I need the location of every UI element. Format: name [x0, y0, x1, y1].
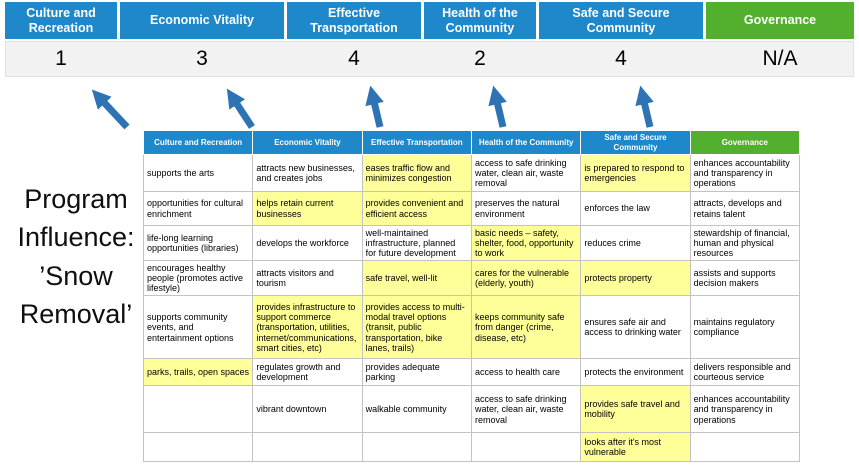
score-band: 1 3 4 2 4 N/A [5, 41, 854, 77]
table-cell: attracts new businesses, and creates job… [252, 154, 363, 192]
table-cell: provides access to multi-modal travel op… [361, 295, 472, 360]
scoreboard-header-row: Culture and Recreation Economic Vitality… [5, 2, 854, 39]
influence-table-head: Culture and Recreation Economic Vitality E… [142, 130, 801, 155]
table-cell: provides infrastructure to support comme… [252, 295, 363, 360]
table-cell: ensures safe air and access to drinking … [580, 295, 691, 360]
score-governance: N/A [762, 47, 798, 70]
table-cell: assists and supports decision makers [689, 260, 801, 297]
scoreboard-header-health-community: Health of the Community [424, 2, 536, 39]
table-cell: reduces crime [580, 224, 691, 262]
up-arrow-icon [635, 85, 654, 128]
table-cell: attracts visitors and tourism [252, 260, 363, 297]
score-safe-secure: 4 [615, 47, 627, 70]
table-cell: supports the arts [142, 154, 254, 192]
table-row: supports the arts attracts new businesses… [142, 154, 801, 192]
table-cell: is prepared to respond to emergencies [580, 154, 691, 192]
scoreboard-header-economic-vitality: Economic Vitality [120, 2, 284, 39]
score-economic-vitality: 3 [196, 47, 208, 70]
table-cell: opportunities for cultural enrichment [142, 191, 254, 226]
column-header: Effective Transportation [361, 130, 472, 155]
table-row: looks after it's most vulnerable [142, 432, 801, 463]
table-cell [689, 432, 801, 463]
table-row: supports community events, and entertain… [142, 295, 801, 360]
table-cell: eases traffic flow and minimizes congest… [361, 154, 472, 192]
table-cell: encourages healthy people (promotes acti… [142, 260, 254, 297]
table-cell: well-maintained infrastructure, planned … [361, 224, 472, 262]
table-cell: enhances accountability and transparency… [689, 154, 801, 192]
table-cell: vibrant downtown [252, 385, 363, 434]
table-cell: enhances accountability and transparency… [689, 385, 801, 434]
table-cell [361, 432, 472, 463]
table-cell: keeps community safe from danger (crime,… [470, 295, 582, 360]
score-row: 1 3 4 2 4 N/A [5, 41, 854, 77]
table-cell: regulates growth and development [252, 358, 363, 387]
table-row: vibrant downtown walkable community access… [142, 385, 801, 434]
program-influence-label: Program Influence: ’Snow Removal’ [17, 184, 135, 329]
table-cell: basic needs – safety, shelter, food, opp… [470, 224, 582, 262]
column-header: Safe and Secure Community [580, 130, 691, 155]
column-header: Health of the Community [470, 130, 582, 155]
table-row: encourages healthy people (promotes acti… [142, 260, 801, 297]
table-cell: enforces the law [580, 191, 691, 226]
table-cell: protects property [580, 260, 691, 297]
table-cell: access to health care [470, 358, 582, 387]
table-row: opportunities for cultural enrichment hel… [142, 191, 801, 226]
table-cell: life-long learning opportunities (librar… [142, 224, 254, 262]
column-header: Economic Vitality [252, 130, 363, 155]
table-cell: supports community events, and entertain… [142, 295, 254, 360]
table-cell: looks after it's most vulnerable [580, 432, 691, 463]
table-cell: cares for the vulnerable (elderly, youth… [470, 260, 582, 297]
column-header: Culture and Recreation [142, 130, 254, 155]
up-arrow-icon [488, 85, 507, 128]
table-cell: maintains regulatory compliance [689, 295, 801, 360]
table-cell: delivers responsible and courteous servi… [689, 358, 801, 387]
table-cell: access to safe drinking water, clean air… [470, 154, 582, 192]
influence-table-head-row: Culture and Recreation Economic Vitality E… [142, 130, 801, 155]
table-cell: access to safe drinking water, clean air… [470, 385, 582, 434]
table-cell: develops the workforce [252, 224, 363, 262]
table-cell: preserves the natural environment [470, 191, 582, 226]
table-cell [470, 432, 582, 463]
score-health-community: 2 [474, 47, 486, 70]
table-cell [142, 385, 254, 434]
table-cell: parks, trails, open spaces [142, 358, 254, 387]
up-arrow-icon [226, 88, 255, 129]
scoreboard-header-safe-secure: Safe and Secure Community [539, 2, 703, 39]
table-cell: helps retain current businesses [252, 191, 363, 226]
scoreboard-header-culture-recreation: Culture and Recreation [5, 2, 117, 39]
table-cell [252, 432, 363, 463]
table-cell: protects the environment [580, 358, 691, 387]
table-cell: provides convenient and efficient access [361, 191, 472, 226]
scoreboard-header-governance: Governance [706, 2, 854, 39]
score-culture-recreation: 1 [55, 47, 67, 70]
table-cell: attracts, develops and retains talent [689, 191, 801, 226]
table-cell: stewardship of financial, human and phys… [689, 224, 801, 262]
up-arrow-icon [91, 89, 130, 130]
influence-table-body: supports the arts attracts new businesses… [142, 154, 801, 463]
scoreboard-header-effective-transportation: Effective Transportation [287, 2, 421, 39]
table-cell [142, 432, 254, 463]
table-cell: provides adequate parking [361, 358, 472, 387]
influence-table: Culture and Recreation Economic Vitality E… [142, 130, 801, 463]
table-cell: walkable community [361, 385, 472, 434]
up-arrow-icon [365, 85, 384, 128]
table-row: parks, trails, open spaces regulates grow… [142, 358, 801, 387]
score-effective-transportation: 4 [348, 47, 360, 70]
table-cell: provides safe travel and mobility [580, 385, 691, 434]
table-row: life-long learning opportunities (librar… [142, 224, 801, 262]
column-header: Governance [689, 130, 801, 155]
table-cell: safe travel, well-lit [361, 260, 472, 297]
